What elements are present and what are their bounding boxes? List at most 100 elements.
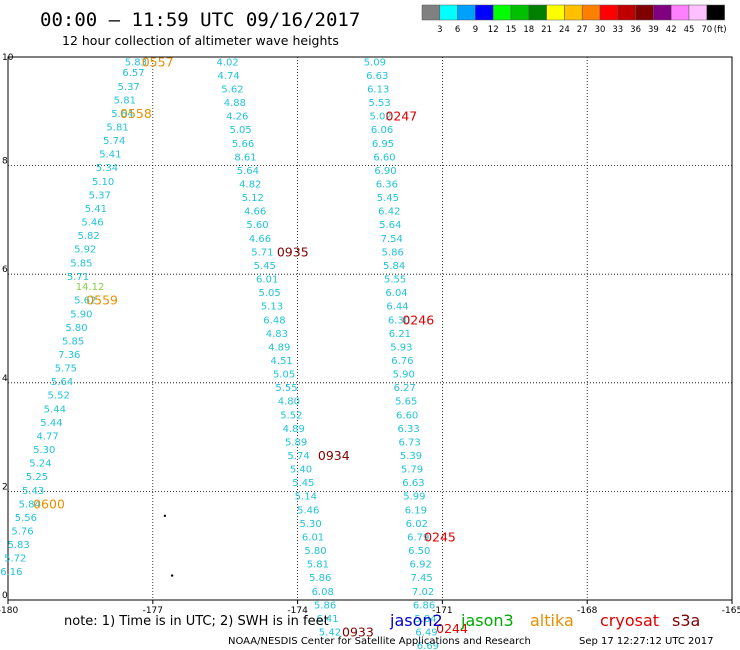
swh-value-altika: 5.56 (15, 513, 37, 524)
pass-time-label: 0246 (402, 312, 434, 327)
swh-value-cryosat: 6.95 (372, 139, 394, 150)
swh-value-cryosat: 6.36 (376, 180, 398, 191)
y-tick-label: 2 (2, 482, 8, 492)
y-tick-label: 10 (2, 53, 14, 63)
colorbar-label: 39 (648, 25, 659, 35)
swh-value-s3a: 5.05 (230, 125, 252, 136)
units-note: note: 1) Time is in UTC; 2) SWH is in fe… (64, 614, 329, 629)
swh-value-s3a: 5.81 (307, 560, 329, 571)
swh-value-altika: 5.64 (111, 109, 133, 120)
swh-value-cryosat: 5.39 (400, 451, 422, 462)
swh-value-altika: 5.92 (74, 245, 96, 256)
colorbar-swatch (635, 4, 654, 21)
colorbar-label: 33 (612, 25, 623, 35)
swh-value-altika: 5.90 (70, 309, 92, 320)
swh-value-altika: 5.64 (51, 377, 73, 388)
swh-value-s3a: 4.51 (271, 356, 293, 367)
swh-value-s3a: 4.82 (239, 180, 261, 191)
colorbar-swatch (653, 4, 672, 21)
swh-value-cryosat: 5.84 (414, 614, 436, 625)
x-tick-label: -171 (432, 606, 452, 616)
swh-value-altika: 14.12 (76, 282, 105, 293)
pass-time-label: 0247 (385, 109, 417, 124)
swh-value-altika: 5.37 (118, 82, 140, 93)
swh-value-cryosat: 6.73 (398, 437, 420, 448)
swh-value-s3a: 5.40 (290, 465, 312, 476)
swh-value-s3a: 5.86 (314, 600, 336, 611)
pass-time-label: 0244 (436, 621, 468, 636)
colorbar-unit: (ft) (714, 25, 727, 35)
plot-area: -180-177-174-171-168-16502468105.836.575… (0, 53, 740, 650)
swh-value-cryosat: 5.02 (369, 112, 391, 123)
swh-value-s3a: 4.66 (244, 207, 266, 218)
swh-value-s3a: 6.48 (263, 315, 285, 326)
colorbar: 3 6 9 12 15 18 21 24 27 30 33 36 39 42 45 70 (ft) (421, 4, 727, 35)
y-tick-label: 6 (2, 265, 8, 275)
swh-value-altika: 5.81 (114, 95, 136, 106)
swh-value-cryosat: 5.86 (382, 247, 404, 258)
colorbar-label: 15 (506, 25, 517, 35)
swh-value-cryosat: 7.54 (381, 234, 403, 245)
swh-value-altika: 5.75 (55, 364, 77, 375)
legend-item-jason3: jason3 (460, 611, 514, 630)
swh-value-altika: 5.52 (48, 391, 70, 402)
y-tick-label: 8 (2, 157, 8, 167)
swh-value-cryosat: 7.02 (412, 587, 434, 598)
swh-value-s3a: 5.55 (275, 383, 297, 394)
swh-value-altika: 5.76 (11, 526, 33, 537)
swh-value-s3a: 5.86 (309, 573, 331, 584)
swh-value-cryosat: 6.90 (374, 166, 396, 177)
swh-value-s3a: 6.08 (312, 587, 334, 598)
swh-value-altika: 5.34 (96, 163, 118, 174)
swh-value-cryosat: 5.53 (369, 98, 391, 109)
swh-value-cryosat: 6.60 (373, 152, 395, 163)
pass-time-label: 0934 (318, 448, 350, 463)
swh-value-cryosat: 6.49 (415, 627, 437, 638)
swh-value-s3a: 4.80 (278, 397, 300, 408)
swh-value-altika: 5.83 (125, 57, 147, 68)
colorbar-swatch (457, 4, 476, 21)
swh-value-s3a: 6.01 (256, 275, 278, 286)
swh-value-cryosat: 5.84 (383, 261, 405, 272)
swh-value-s3a: 5.52 (280, 410, 302, 421)
swh-value-cryosat: 5.99 (403, 492, 425, 503)
swh-value-altika: 5.85 (70, 258, 92, 269)
pass-time-label: 0558 (120, 106, 152, 121)
swh-value-altika: 5.24 (29, 459, 51, 470)
colorbar-label: 27 (577, 25, 588, 35)
colorbar-swatch (599, 4, 619, 21)
swh-value-altika: 6.16 (0, 567, 22, 578)
swh-value-altika: 5.80 (65, 323, 87, 334)
swh-value-s3a: 5.46 (297, 505, 319, 516)
swh-value-cryosat: 6.19 (405, 505, 427, 516)
chart-subtitle: 12 hour collection of altimeter wave hei… (62, 33, 339, 48)
swh-value-s3a: 4.02 (216, 57, 238, 68)
colorbar-swatch (617, 4, 636, 21)
colorbar-label: 21 (541, 25, 552, 35)
colorbar-swatch (670, 4, 690, 21)
colorbar-swatch (492, 4, 512, 21)
swh-value-altika: 5.44 (44, 404, 66, 415)
swh-value-cryosat: 6.50 (408, 546, 430, 557)
colorbar-swatch (475, 4, 494, 21)
y-tick-label: 4 (2, 374, 8, 384)
x-tick-label: -168 (577, 606, 598, 616)
colorbar-label: 6 (455, 25, 460, 35)
x-tick-label: -177 (143, 606, 163, 616)
swh-value-s3a: 4.83 (266, 329, 288, 340)
data-dot (163, 514, 167, 518)
swh-value-cryosat: 5.64 (379, 220, 401, 231)
swh-value-altika: 5.72 (4, 554, 26, 565)
swh-value-cryosat: 6.79 (407, 532, 429, 543)
swh-value-cryosat: 6.92 (410, 560, 432, 571)
swh-value-s3a: 5.74 (287, 451, 309, 462)
swh-value-cryosat: 5.55 (384, 275, 406, 286)
x-tick-label: -174 (287, 606, 308, 616)
swh-value-altika: 5.62 (74, 296, 96, 307)
colorbar-label: 18 (523, 25, 534, 35)
swh-value-cryosat: 5.09 (364, 57, 386, 68)
swh-value-altika: 5.74 (103, 136, 125, 147)
swh-value-altika: 5.25 (26, 472, 48, 483)
satellite-legend: jason2 jason3 altika cryosat s3a (389, 611, 700, 630)
